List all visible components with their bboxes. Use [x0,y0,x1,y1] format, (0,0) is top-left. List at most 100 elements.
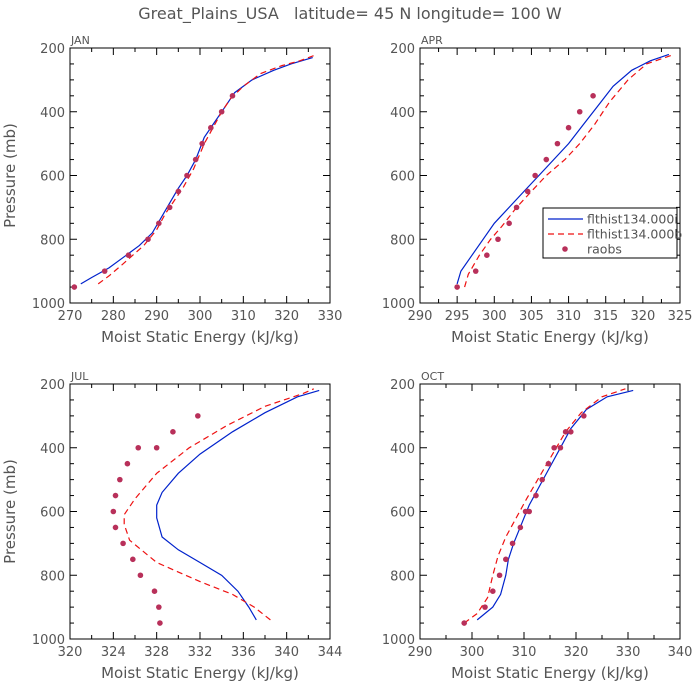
x-tick-label: 328 [144,645,169,660]
raobs-point [156,604,162,610]
x-tick-label: 290 [408,645,433,660]
series-line-flthist134-000b [123,388,315,621]
x-tick-label: 324 [101,645,126,660]
raobs-point [495,236,501,243]
legend-label: raobs [587,242,622,257]
plot-frame [69,383,331,640]
raobs-point [482,604,488,610]
panel-oct: OCT 290 300 310 320 330 340 200 400 600 800 1000 Moi… [382,370,693,682]
y-tick-label: 400 [40,106,65,121]
raobs-point [101,268,108,274]
y-tick-label: 600 [390,170,415,185]
series-line-flthist134-000b [463,388,626,624]
raobs-point [568,429,574,435]
y-tick-label: 800 [40,569,65,584]
x-tick-label: 320 [58,645,83,660]
raobs-point [526,508,532,515]
x-tick-label: 336 [231,645,256,660]
raobs-point [137,572,144,579]
series-line-flthist134-000b [464,53,675,288]
raobs-point [156,220,162,227]
x-axis-title: Moist Static Energy (kJ/kg) [451,328,649,346]
raobs-point [124,460,131,467]
raobs-point [157,620,163,626]
x-axis-title: Moist Static Energy (kJ/kg) [101,664,299,682]
raobs-point [557,444,564,451]
raobs-point [195,413,201,419]
y-tick-label: 1000 [32,633,65,648]
raobs-point [581,413,587,419]
y-tick-label: 400 [390,442,415,457]
x-tick-label: 320 [630,309,655,324]
raobs-point [513,204,520,211]
raobs-point [175,188,182,195]
x-tick-label: 310 [512,645,537,660]
x-tick-label: 315 [593,309,618,324]
raobs-point [576,108,583,115]
raobs-point [545,460,552,467]
x-tick-label: 300 [460,645,485,660]
raobs-point [551,444,557,451]
x-tick-label: 340 [274,645,299,660]
raobs-point [145,236,151,243]
x-tick-label: 290 [144,309,169,324]
panel-title: OCT [421,370,444,383]
raobs-point [218,108,225,115]
raobs-point [496,572,503,579]
raobs-point [565,124,572,131]
raobs-point [524,188,531,195]
raobs-point [130,556,136,563]
legend-raobs-marker [562,246,568,252]
y-tick-label: 800 [390,569,415,584]
y-axis-title: Pressure (mb) [1,459,19,564]
y-tick-label: 200 [40,378,65,393]
raobs-point [125,252,132,258]
series-line-flthist134-000i [456,53,670,285]
x-tick-label: 344 [318,645,343,660]
y-axis-title: Pressure (mb) [1,123,19,228]
x-tick-label: 320 [274,309,299,324]
raobs-point [192,156,199,163]
plot-frame [69,47,331,304]
x-tick-label: 270 [58,309,83,324]
raobs-point [112,492,119,499]
raobs-point [199,140,205,147]
raobs-point [517,524,524,531]
y-tick-label: 1000 [32,297,65,312]
raobs-point [166,204,173,211]
x-tick-label: 330 [318,309,343,324]
raobs-point [229,93,236,99]
x-tick-label: 305 [519,309,544,324]
panel-title: APR [421,34,443,47]
x-tick-label: 300 [482,309,507,324]
series-line-flthist134-000b [97,53,318,285]
x-tick-label: 300 [188,309,213,324]
raobs-point [120,540,126,547]
y-tick-label: 600 [40,506,65,521]
y-tick-label: 1000 [382,633,415,648]
y-tick-label: 400 [390,106,415,121]
x-tick-label: 310 [556,309,581,324]
raobs-point [562,429,569,435]
raobs-point [71,284,78,290]
raobs-point [112,524,119,531]
legend-label: flthist134.000b [587,227,682,242]
y-tick-label: 200 [390,378,415,393]
panel-title: JUL [70,370,89,383]
plot-frame [419,47,681,304]
y-tick-label: 400 [40,442,65,457]
series-line-flthist134-000i [476,389,634,621]
x-tick-label: 330 [616,645,641,660]
y-tick-label: 1000 [382,297,415,312]
y-tick-label: 600 [390,506,415,521]
raobs-point [509,540,516,547]
raobs-point [153,444,160,451]
panel-jan: JAN 270 280 290 300 310 320 330 200 400 600 800 1000… [1,34,342,346]
panel-title: JAN [70,34,90,47]
raobs-point [554,140,561,147]
raobs-point [110,508,117,515]
raobs-point [506,220,512,227]
x-tick-label: 295 [445,309,470,324]
